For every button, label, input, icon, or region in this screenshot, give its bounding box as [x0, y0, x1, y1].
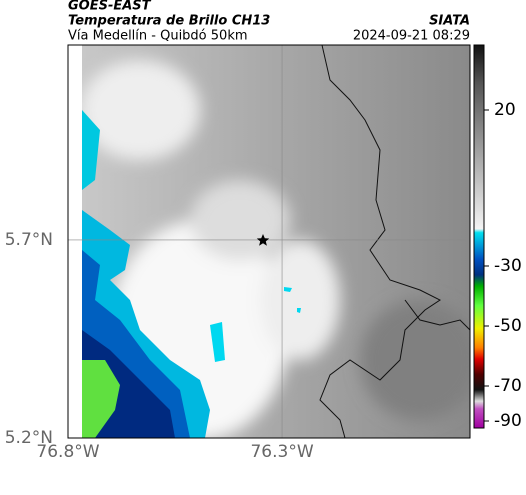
source: GOES-EAST [68, 0, 152, 14]
map-frame [67, 44, 471, 439]
title: Temperatura de Brillo CH13 [68, 14, 270, 29]
satellite-image [82, 45, 470, 438]
colorbar-tick-label: -90 [494, 411, 522, 431]
location-marker [256, 234, 270, 246]
subtitle: Vía Medellín - Quibdó 50km [68, 29, 248, 44]
datetime: 2024-09-21 08:29 [353, 29, 470, 44]
colorbar-tick-label: -30 [494, 256, 522, 276]
colorbar [473, 44, 485, 429]
colorbar-tick-label: 20 [494, 100, 516, 120]
y-tick-label: 5.7°N [5, 230, 53, 250]
y-tick-label: 5.2°N [5, 428, 53, 448]
org: SIATA [429, 14, 470, 29]
colorbar-tick-label: -70 [494, 376, 522, 396]
x-tick-label: 76.8°W [36, 442, 99, 462]
colorbar-ticks: 20 -30 -50 -70 -90 [484, 100, 522, 431]
x-tick-label: 76.3°W [250, 442, 313, 462]
colorbar-tick-label: -50 [494, 316, 522, 336]
axes: 76.8°W 76.3°W 5.7°N 5.2°N [5, 45, 470, 462]
